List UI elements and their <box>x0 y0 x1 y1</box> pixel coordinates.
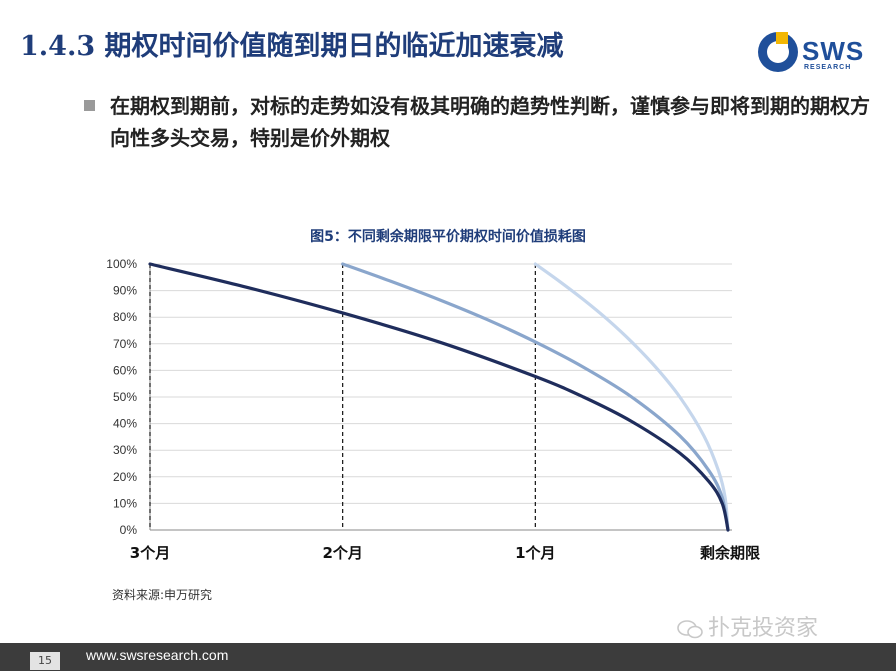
x-tick-label: 3个月 <box>130 544 170 562</box>
logo-text: SWS <box>802 36 865 66</box>
watermark: 扑克投资家 <box>676 610 818 642</box>
x-tick-label: 剩余期限 <box>700 544 760 562</box>
series-line-1 <box>148 262 730 532</box>
y-tick-label: 100% <box>106 257 137 271</box>
x-tick-label: 2个月 <box>322 544 362 562</box>
wechat-icon <box>677 620 703 639</box>
y-tick-label: 60% <box>113 363 137 377</box>
logo-subtext: RESEARCH <box>804 64 852 71</box>
watermark-text: 扑克投资家 <box>708 616 819 641</box>
footer-url[interactable]: www.swsresearch.com <box>86 647 229 663</box>
bullet-square-icon <box>84 100 95 111</box>
x-tick-label: 1个月 <box>515 544 555 562</box>
sws-logo: SWS RESEARCH <box>756 30 876 78</box>
y-tick-label: 50% <box>113 390 137 404</box>
y-tick-label: 10% <box>113 496 137 510</box>
y-tick-label: 20% <box>113 470 137 484</box>
page-title: 1.4.3 期权时间价值随到期日的临近加速衰减 <box>20 31 564 62</box>
y-tick-label: 0% <box>120 523 138 537</box>
chart-title: 图5：不同剩余期限平价期权时间价值损耗图 <box>310 229 586 245</box>
y-tick-label: 40% <box>113 417 137 431</box>
page-number: 15 <box>30 652 60 670</box>
footer-bar <box>0 643 896 671</box>
bullet-text: 在期权到期前，对标的走势如没有极其明确的趋势性判断，谨慎参与即将到期的期权方向性… <box>110 94 870 150</box>
y-tick-label: 80% <box>113 310 137 324</box>
sws-logo-icon <box>758 32 798 72</box>
y-tick-label: 70% <box>113 337 137 351</box>
series-line-2 <box>341 262 730 532</box>
y-tick-label: 90% <box>113 284 137 298</box>
source-note: 资料来源:申万研究 <box>112 588 213 602</box>
series-line-3 <box>533 262 730 532</box>
y-tick-label: 30% <box>113 443 137 457</box>
